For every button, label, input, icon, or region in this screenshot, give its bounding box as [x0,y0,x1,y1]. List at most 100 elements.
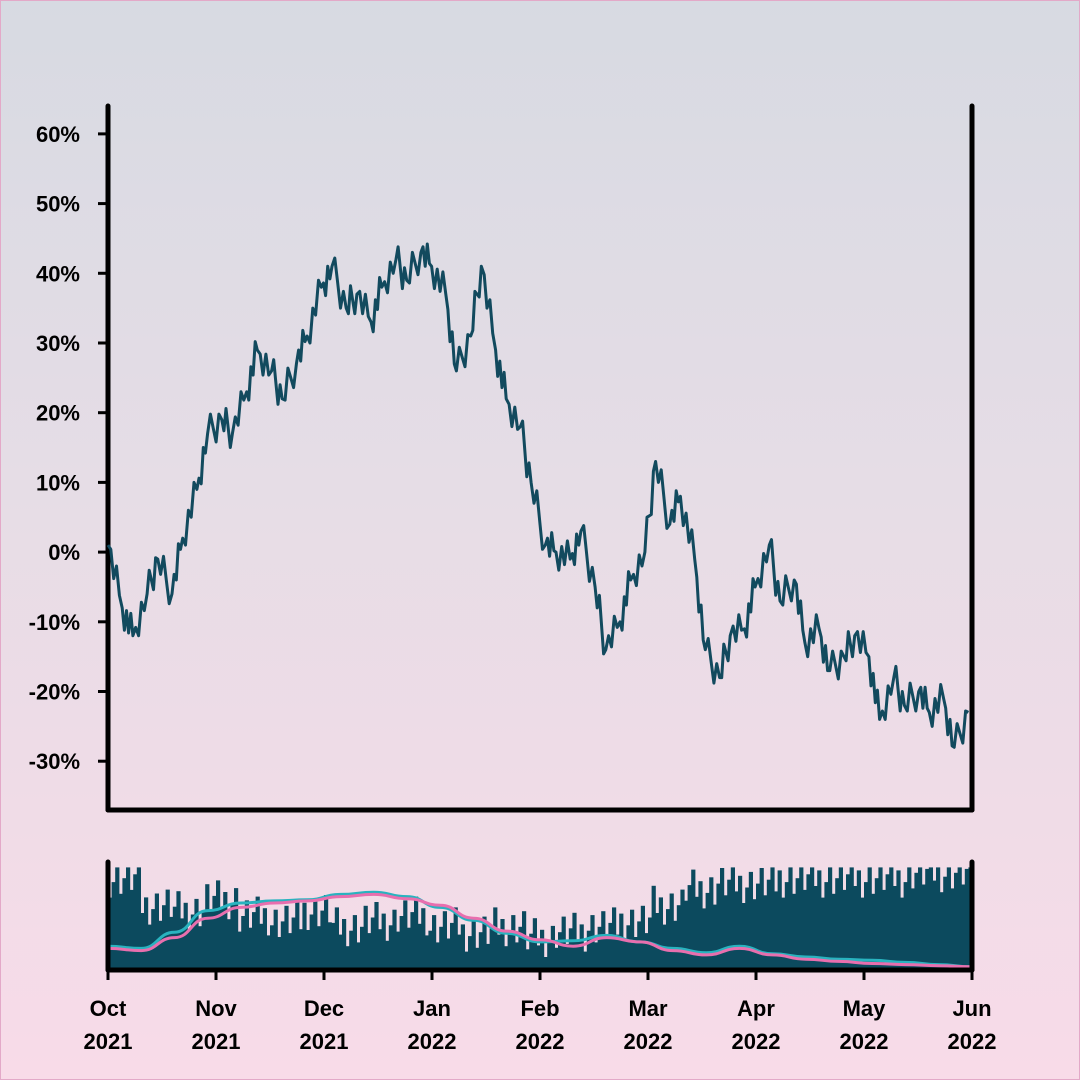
volume-bar [442,911,447,970]
volume-line-pink [106,892,974,969]
volume-bar [529,933,534,970]
volume-bar [291,917,296,970]
volume-bar [450,922,455,970]
volume-bar [594,942,599,970]
y-tick-label: 40% [36,261,80,286]
volume-bar [482,916,487,970]
x-tick-year: 2021 [84,1029,133,1054]
y-tick-label: -30% [29,749,80,774]
y-tick-label: 50% [36,192,80,217]
volume-bar [568,928,573,970]
volume-bar [126,867,131,970]
volume-bar [540,929,545,970]
volume-bar [190,914,195,970]
volume-bar [424,935,429,970]
volume-bar [903,882,908,970]
volume-bar [306,930,311,970]
volume-bar [219,907,224,970]
volume-bar [684,900,689,970]
volume-bar [734,891,739,970]
volume-bar [370,917,375,970]
volume-bar [201,910,206,970]
volume-bar [277,937,282,970]
x-axis: Oct 2021 Nov 2021 Dec 2021 Jan 2022 Feb 2022 Mar 20… [84,970,997,1054]
volume-bar [140,913,145,970]
volume-bar [118,893,123,970]
volume-bar [298,929,303,970]
volume-bar [320,910,325,970]
volume-bar [255,896,260,970]
volume-bar [885,874,890,970]
volume-bar [396,931,401,970]
volume-bar [194,898,199,970]
x-tick-month: Oct [90,996,127,1021]
volume-bar [122,878,127,970]
x-tick-year: 2022 [948,1029,997,1054]
volume-bar [504,946,509,970]
volume-bar [313,898,318,970]
volume-bar [741,903,746,970]
volume-bar [464,951,469,970]
volume-bar [543,957,548,970]
volume-bar [532,918,537,970]
volume-bar [457,934,462,970]
volume-bar [230,903,235,970]
volume-bar [406,927,411,970]
volume-bar [633,937,638,970]
volume-bar [745,887,750,970]
price-line [106,242,970,749]
volume-bar [158,920,163,970]
volume-bar [270,925,275,970]
x-tick-month: Mar [628,996,668,1021]
volume-bar [835,878,840,970]
volume-bar [273,909,278,970]
volume-bar [252,912,257,970]
volume-bar [946,867,951,970]
volume-bar [702,908,707,970]
volume-bar [943,876,948,970]
volume-bar [280,921,285,970]
volume-bar [705,892,710,970]
x-tick-month: Jan [413,996,451,1021]
volume-bar [651,885,656,970]
volume-bar [781,897,786,970]
volume-bar [414,896,419,970]
volume-bar [460,924,465,970]
volume-bar [151,909,156,970]
volume-bar [756,883,761,970]
volume-bar [896,870,901,970]
volume-bar [673,920,678,970]
volume-bar [810,867,815,970]
volume-bar [208,911,213,970]
volume-bar [619,913,624,970]
volume-bar [867,867,872,970]
volume-bar [288,933,293,970]
volume-bar [378,929,383,970]
volume-bar [144,897,149,970]
volume-bar [180,918,185,970]
volume-bar [860,897,865,970]
volume-bar [838,867,843,970]
volume-bar [698,881,703,970]
volume-bar [824,882,829,970]
volume-bar [302,902,307,970]
x-tick-year: 2022 [732,1029,781,1054]
volume-bar [828,867,833,970]
volume-bar [129,889,134,970]
volume-bar [525,949,530,970]
volume-bar [356,942,361,970]
volume-bar [316,926,321,970]
volume-bar [435,942,440,970]
volume-bar [961,884,966,970]
volume-bar [622,940,627,970]
volume-bar [817,870,822,970]
volume-bar [601,911,606,970]
volume-bar [766,879,771,970]
x-tick-year: 2022 [624,1029,673,1054]
volume-bar [637,921,642,970]
volume-bar [507,930,512,970]
volume-bar [820,897,825,970]
volume-bar [694,896,699,970]
volume-bar [169,916,174,970]
